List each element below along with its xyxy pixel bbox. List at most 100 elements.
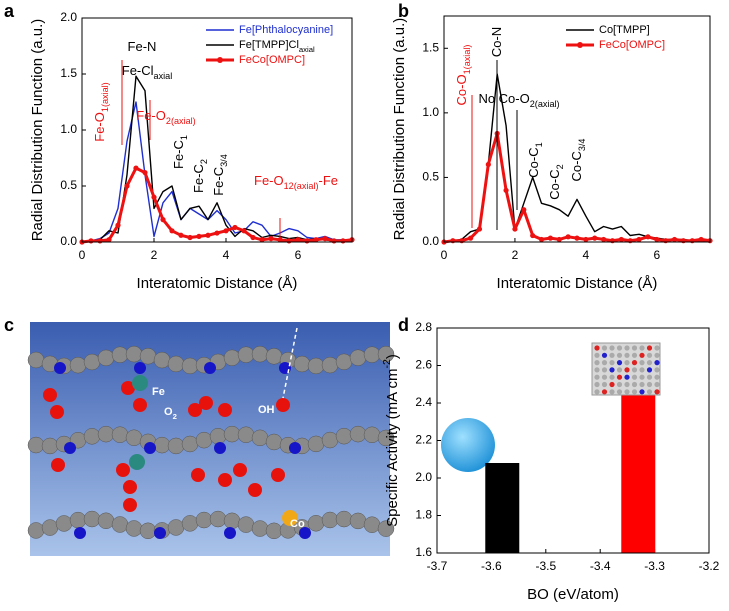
carbon-atom bbox=[181, 435, 199, 453]
series-marker bbox=[223, 228, 229, 234]
x-axis-label: BO (eV/atom) bbox=[527, 586, 619, 603]
text-part: 2 bbox=[199, 159, 209, 164]
slab-atom bbox=[616, 374, 623, 380]
series-marker bbox=[151, 194, 157, 200]
x-axis-label: Interatomic Distance (Å) bbox=[497, 275, 658, 292]
carbon-atom bbox=[335, 510, 353, 528]
slab-atom bbox=[624, 374, 630, 380]
text-part: Fe bbox=[152, 386, 165, 398]
series-marker bbox=[459, 238, 465, 244]
series-marker bbox=[592, 235, 598, 241]
annotation: Co-O1(axial) bbox=[454, 45, 472, 106]
carbon-atom bbox=[265, 433, 283, 451]
series-marker bbox=[232, 224, 238, 231]
series-marker bbox=[450, 238, 456, 244]
slab-atom bbox=[654, 374, 660, 380]
carbon-atom bbox=[97, 512, 115, 530]
text-part: 1 bbox=[179, 135, 189, 140]
legend-label: Co[TMPP] bbox=[599, 24, 650, 36]
y-tick-label: 0.0 bbox=[60, 234, 77, 248]
series-marker bbox=[583, 236, 589, 243]
carbon-atom bbox=[181, 515, 199, 532]
series-marker bbox=[205, 232, 211, 238]
carbon-atom bbox=[321, 431, 339, 449]
text-part: -2 bbox=[381, 359, 393, 368]
slab-atom bbox=[646, 367, 653, 373]
series-marker bbox=[115, 222, 121, 228]
series-marker bbox=[503, 187, 509, 193]
slab-atom bbox=[639, 374, 645, 380]
legend-label: Fe[Phthalocyanine] bbox=[239, 24, 333, 36]
carbon-atom bbox=[27, 522, 45, 539]
slab-atom bbox=[594, 389, 600, 395]
oxygen-atom bbox=[218, 403, 232, 417]
slab-atom bbox=[624, 352, 630, 358]
series-marker bbox=[97, 238, 103, 244]
slab-atom bbox=[646, 360, 653, 366]
slab-atom bbox=[639, 381, 645, 388]
carbon-atom bbox=[97, 349, 115, 367]
series-marker bbox=[286, 238, 292, 244]
slab-atom bbox=[609, 374, 615, 380]
carbon-atom bbox=[83, 510, 101, 528]
carbon-atom bbox=[349, 512, 367, 530]
oxygen-atom bbox=[123, 498, 137, 512]
series-marker bbox=[485, 161, 491, 168]
text-part: Fe-N bbox=[128, 39, 157, 54]
y-tick-label: 0.5 bbox=[422, 170, 439, 184]
x-tick-label: 2 bbox=[512, 248, 519, 262]
slab-atom bbox=[624, 381, 630, 388]
slab-atom bbox=[654, 381, 660, 388]
carbon-atom bbox=[125, 345, 143, 363]
slab-atom bbox=[609, 345, 615, 351]
slab-atom bbox=[616, 360, 623, 366]
annotation: Fe-C1 bbox=[171, 135, 189, 169]
metal-atom bbox=[282, 510, 298, 526]
x-tick-label: 2 bbox=[151, 248, 158, 262]
legend-label: Fe[TMPP]Claxial bbox=[239, 39, 315, 54]
plot-frame bbox=[81, 17, 353, 243]
annotation: Fe-Claxial bbox=[122, 63, 172, 81]
series-marker bbox=[645, 234, 651, 240]
carbon-atom bbox=[111, 346, 129, 364]
text-part: Co-O bbox=[454, 74, 469, 105]
panel-label: d bbox=[398, 315, 409, 335]
oxygen-atom bbox=[121, 381, 135, 395]
carbon-atom bbox=[237, 516, 255, 533]
carbon-atom bbox=[69, 356, 87, 374]
carbon-atom bbox=[167, 519, 185, 536]
nitrogen-atom bbox=[154, 527, 166, 539]
series-marker bbox=[627, 238, 633, 244]
annotation: Co-N bbox=[489, 27, 504, 57]
oxygen-atom bbox=[233, 463, 247, 477]
oxygen-atom bbox=[248, 483, 262, 497]
atom-label: Fe bbox=[152, 386, 165, 398]
slab-atom bbox=[601, 374, 608, 380]
text-part: -Fe bbox=[319, 173, 339, 188]
text-part: 1 bbox=[534, 142, 544, 147]
text-part: Co-C bbox=[547, 169, 562, 199]
carbon-atom bbox=[293, 355, 311, 373]
bar bbox=[621, 395, 656, 553]
series-marker bbox=[196, 233, 202, 239]
oxygen-atom bbox=[123, 480, 137, 494]
oxygen-atom bbox=[116, 463, 130, 477]
series-marker bbox=[133, 165, 139, 171]
carbon-atom bbox=[335, 353, 353, 371]
carbon-atom bbox=[363, 346, 381, 363]
y-tick-label: 2.8 bbox=[415, 320, 432, 334]
series-marker bbox=[241, 228, 247, 234]
carbon-atom bbox=[167, 355, 185, 373]
series-marker bbox=[322, 236, 328, 242]
carbon-atom bbox=[265, 348, 283, 365]
x-tick-label: -3.3 bbox=[644, 559, 665, 573]
slab-atom bbox=[609, 352, 615, 358]
series-marker bbox=[295, 237, 301, 243]
slab-atom bbox=[616, 367, 623, 373]
text-part: Specific Activity (mA cm bbox=[384, 368, 401, 526]
text-part: No Co-O bbox=[478, 91, 529, 106]
slab-atom bbox=[639, 367, 645, 373]
text-part: 3/4 bbox=[577, 139, 587, 152]
carbon-atom bbox=[27, 351, 45, 369]
